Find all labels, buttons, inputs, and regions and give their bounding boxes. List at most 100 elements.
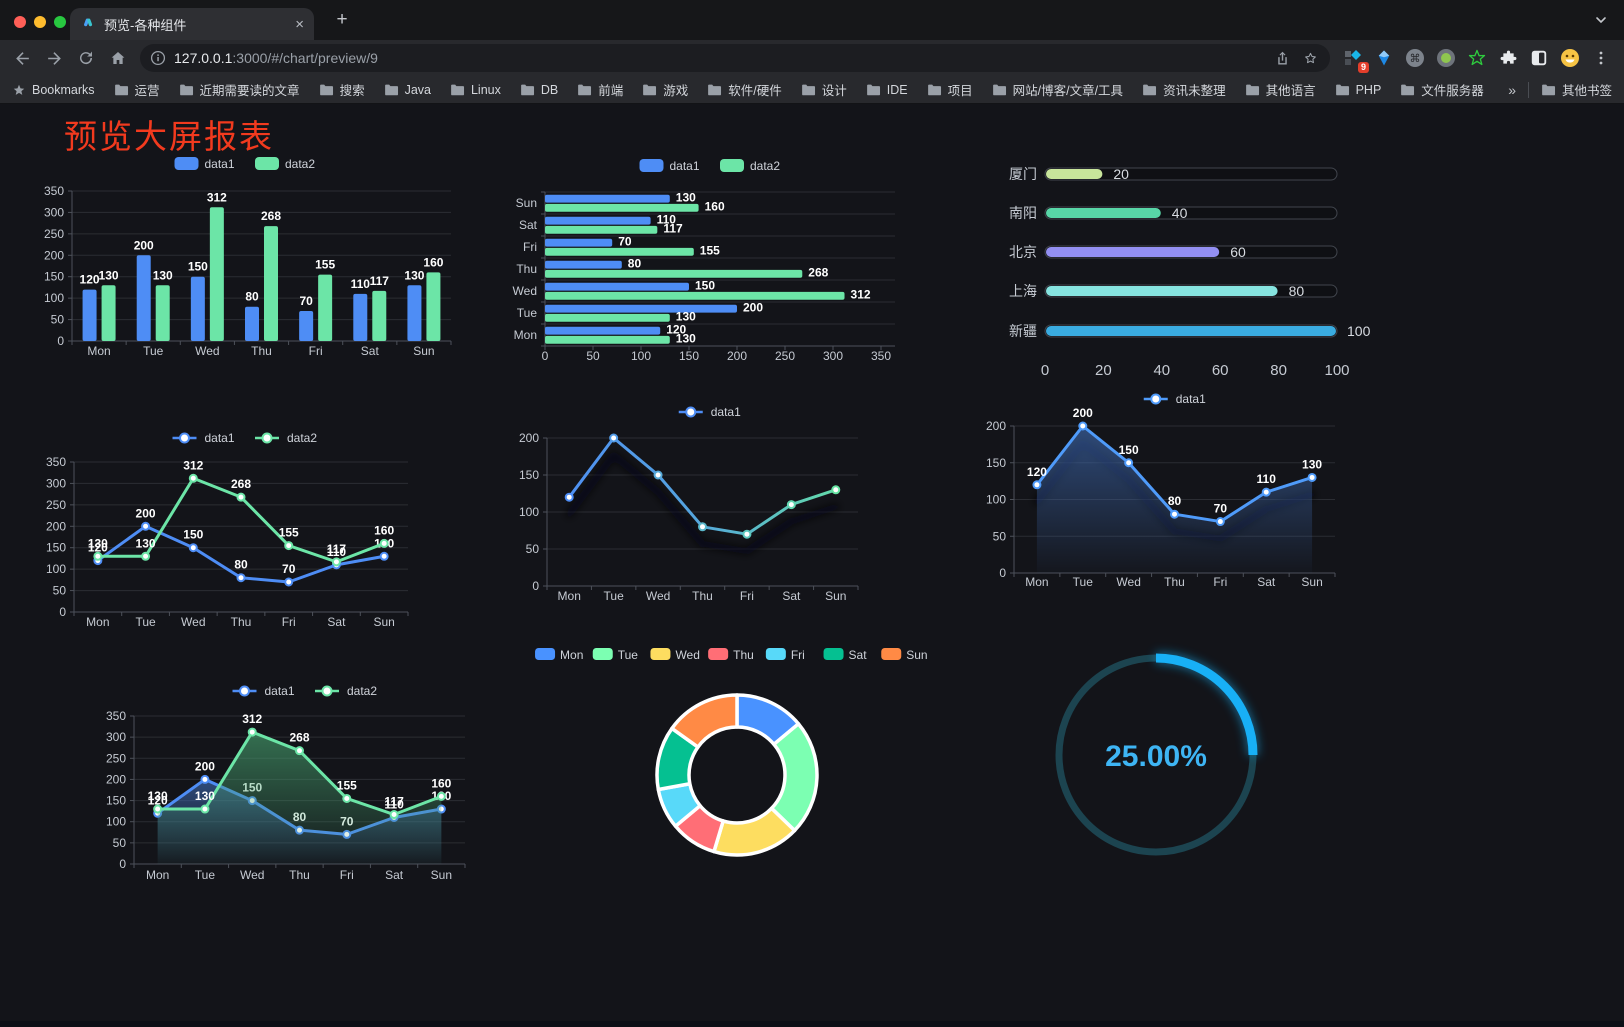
chart-area-two-series[interactable]: 0 50 100 150 200 250 300 350 Mon Tue Wed Thu Fri Sat S… (100, 668, 530, 890)
chart-line-two-series[interactable]: 0 50 100 150 200 250 300 350 Mon Tue Wed Thu Fri Sat S… (40, 416, 470, 641)
chart-line-area[interactable]: 0 50 100 150 200 Mon Tue Wed Thu Fri Sat Sun 120 200 1… (985, 386, 1385, 598)
svg-text:160: 160 (705, 200, 725, 214)
menu-dots-icon[interactable] (1590, 47, 1612, 69)
other-bookmarks-folder[interactable]: 其他书签 (1541, 80, 1612, 99)
tab-search-chevron-icon[interactable] (1594, 13, 1608, 32)
tab-close-icon[interactable]: × (295, 15, 304, 33)
reload-icon[interactable] (72, 44, 100, 72)
chart-gauge-progress[interactable]: 25.00% (1030, 633, 1290, 885)
new-tab-button[interactable]: + (336, 9, 348, 30)
svg-text:350: 350 (46, 455, 66, 469)
browser-tab[interactable]: 预览-各种组件 × (70, 8, 314, 40)
svg-text:Fri: Fri (282, 615, 296, 629)
chart-city-progress[interactable]: 厦门 20 南阳 40 北京 60 上海 80 新疆 100 0 20 40 60 80 100 (985, 149, 1385, 384)
url-text[interactable]: 127.0.0.1:3000/#/chart/preview/9 (174, 50, 1268, 66)
svg-text:130: 130 (676, 191, 696, 205)
extension-emoji-icon[interactable] (1559, 47, 1581, 69)
svg-text:100: 100 (1347, 323, 1371, 339)
extension-badge: 9 (1357, 62, 1369, 73)
bookmark-folder-item[interactable]: 其他语言 (1245, 80, 1316, 99)
bookmark-folder-item[interactable]: Linux (450, 83, 501, 97)
svg-text:Thu: Thu (1164, 575, 1185, 589)
svg-text:110: 110 (657, 213, 677, 227)
svg-text:Thu: Thu (733, 648, 754, 662)
extension-darkmode-icon[interactable] (1528, 47, 1550, 69)
svg-text:300: 300 (106, 730, 126, 744)
bookmark-folder-item[interactable]: 软件/硬件 (707, 80, 782, 99)
chart-horizontal-bar[interactable]: Mon Tue Wed Thu Fri Sat Sun 0 50 100 150 200 250 300 3… (505, 146, 935, 376)
svg-text:200: 200 (44, 248, 64, 262)
svg-text:Tue: Tue (604, 589, 625, 603)
bookmark-folder-item[interactable]: 游戏 (642, 80, 688, 99)
svg-text:100: 100 (44, 291, 64, 305)
svg-text:200: 200 (134, 238, 154, 252)
svg-text:312: 312 (207, 190, 227, 204)
bookmark-star-icon[interactable] (1296, 44, 1324, 72)
bookmark-folder-item[interactable]: 文件服务器 (1400, 80, 1484, 99)
home-icon[interactable] (104, 44, 132, 72)
bookmark-folder-item[interactable]: IDE (866, 83, 908, 97)
bookmarks-overflow-chevron[interactable]: » (1508, 81, 1516, 98)
svg-text:50: 50 (993, 529, 1007, 543)
svg-text:200: 200 (106, 772, 126, 786)
chart-donut-pie[interactable]: Mon Tue Wed Thu Fri Sat Sun (520, 638, 950, 893)
svg-text:150: 150 (695, 279, 715, 293)
bookmark-folder-item[interactable]: 近期需要读的文章 (179, 80, 300, 99)
extensions-puzzle-icon[interactable] (1497, 47, 1519, 69)
close-window-button[interactable] (14, 16, 26, 28)
svg-text:300: 300 (46, 476, 66, 490)
forward-icon[interactable] (40, 44, 68, 72)
folder-icon (384, 84, 398, 96)
chart-line-gradient[interactable]: 0 50 100 150 200 Mon Tue Wed Thu Fri Sat Sun data1 (505, 393, 935, 611)
svg-text:Thu: Thu (251, 344, 272, 358)
svg-text:150: 150 (986, 456, 1006, 470)
svg-text:data2: data2 (347, 684, 377, 698)
bookmark-folder-item[interactable]: 搜索 (319, 80, 365, 99)
extension-green-star-icon[interactable] (1466, 47, 1488, 69)
bookmark-folder-item[interactable]: 网站/博客/文章/工具 (992, 80, 1123, 99)
svg-text:Tue: Tue (143, 344, 164, 358)
svg-text:268: 268 (289, 731, 309, 745)
zoom-window-button[interactable] (54, 16, 66, 28)
svg-text:100: 100 (1324, 362, 1349, 379)
bookmark-folder-item[interactable]: 资讯未整理 (1142, 80, 1226, 99)
extension-command-icon[interactable]: ⌘ (1404, 47, 1426, 69)
svg-text:40: 40 (1153, 362, 1170, 379)
svg-text:155: 155 (337, 778, 357, 792)
svg-text:Mon: Mon (146, 868, 169, 882)
folder-icon (1143, 84, 1157, 96)
svg-text:200: 200 (743, 301, 763, 315)
svg-text:130: 130 (195, 789, 215, 803)
bookmark-folder-item[interactable]: PHP (1335, 83, 1381, 97)
bookmark-folder-item[interactable]: 项目 (927, 80, 973, 99)
minimize-window-button[interactable] (34, 16, 46, 28)
share-icon[interactable] (1268, 44, 1296, 72)
chart-grouped-bar[interactable]: 0 50 100 150 200 250 300 350 Mon Tue Wed Thu Fri Sat S… (35, 143, 475, 375)
bookmark-folder-item[interactable]: 运营 (114, 80, 160, 99)
extension-kite-icon[interactable] (1373, 47, 1395, 69)
extension-icons: 9 ⌘ (1338, 47, 1616, 73)
svg-text:Wed: Wed (195, 344, 219, 358)
folder-icon (521, 84, 534, 96)
svg-text:117: 117 (370, 274, 390, 288)
folder-icon (643, 84, 657, 96)
extension-green-dot-icon[interactable] (1435, 47, 1457, 69)
back-icon[interactable] (8, 44, 36, 72)
extension-pixel-icon[interactable]: 9 (1342, 47, 1369, 73)
site-info-icon[interactable] (150, 50, 166, 66)
bookmarks-manager-item[interactable]: Bookmarks (12, 83, 95, 97)
svg-text:120: 120 (666, 323, 686, 337)
svg-text:Fri: Fri (309, 344, 323, 358)
bookmark-folder-item[interactable]: 前端 (577, 80, 623, 99)
svg-text:Sun: Sun (1301, 575, 1322, 589)
svg-text:Mon: Mon (560, 648, 583, 662)
svg-text:160: 160 (374, 523, 394, 537)
folder-icon (1245, 84, 1259, 96)
svg-text:Wed: Wed (1116, 575, 1140, 589)
bookmark-folder-item[interactable]: Java (384, 83, 431, 97)
svg-text:350: 350 (44, 184, 64, 198)
bookmark-folder-item[interactable]: 设计 (801, 80, 847, 99)
bookmark-folder-item[interactable]: DB (520, 83, 558, 97)
svg-text:data2: data2 (750, 159, 780, 173)
address-bar[interactable]: 127.0.0.1:3000/#/chart/preview/9 (140, 44, 1330, 72)
